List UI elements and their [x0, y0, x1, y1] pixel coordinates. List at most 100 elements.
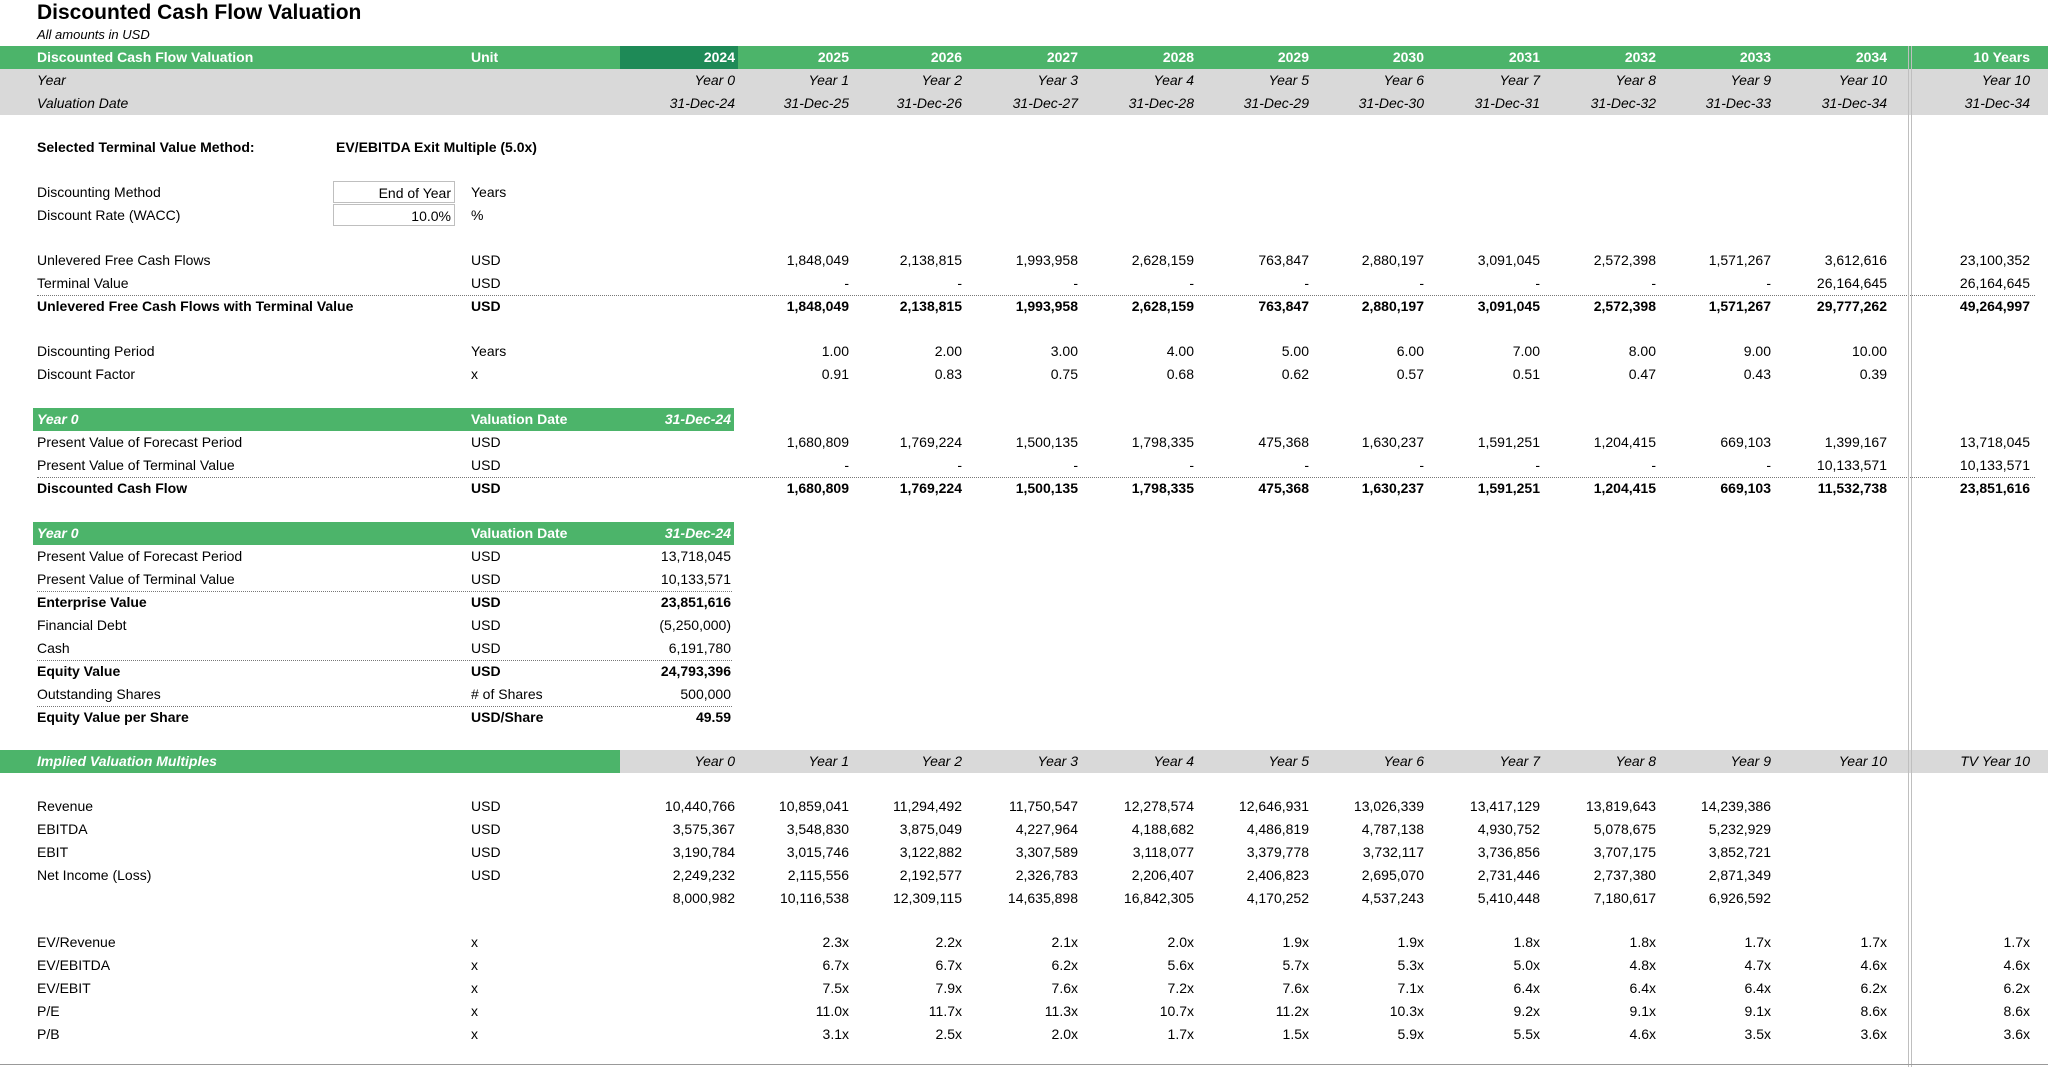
terminal-value-row-value[interactable]: - [1419, 275, 1424, 291]
ratio-row-label[interactable]: P/B [37, 1026, 60, 1042]
equity-row-value[interactable]: 500,000 [680, 686, 731, 702]
financials-value[interactable]: 7,180,617 [1593, 890, 1656, 906]
date-cell[interactable]: 31-Dec-28 [1128, 95, 1194, 111]
multiples-header-year[interactable]: Year 10 [1838, 753, 1887, 769]
multiples-header-year[interactable]: Year 4 [1153, 753, 1194, 769]
equity-row-label[interactable]: Present Value of Forecast Period [37, 548, 243, 564]
pv-forecast-row-value[interactable]: 1,500,135 [1015, 434, 1078, 450]
date-cell[interactable]: 31-Dec-26 [896, 95, 962, 111]
equity-row-value[interactable]: 24,793,396 [660, 663, 731, 679]
ratio-row-unit[interactable]: x [471, 957, 478, 973]
unlevered-fcf-row-value[interactable]: 1,848,049 [786, 252, 849, 268]
ratio-value[interactable]: 1.8x [1513, 934, 1540, 950]
discounting-period-row-value[interactable]: 5.00 [1281, 343, 1309, 359]
year-cell[interactable]: Year 9 [1730, 72, 1771, 88]
financials-row-label[interactable]: EBIT [37, 844, 69, 860]
pv-forecast-row-value[interactable]: 1,798,335 [1131, 434, 1194, 450]
equity-row-value[interactable]: 13,718,045 [660, 548, 731, 564]
year-cell[interactable]: Year 1 [808, 72, 849, 88]
date-row-label[interactable]: Valuation Date [37, 95, 129, 111]
financials-value[interactable]: 4,537,243 [1361, 890, 1424, 906]
pv-terminal-row-value[interactable]: - [1651, 457, 1656, 473]
dcf-row-total[interactable]: 23,851,616 [1959, 480, 2030, 496]
discounting-period-row-value[interactable]: 1.00 [821, 343, 849, 359]
financials-value[interactable]: 11,750,547 [1008, 798, 1078, 814]
pv-forecast-row-value[interactable]: 1,399,167 [1824, 434, 1887, 450]
multiples-header-year[interactable]: Year 0 [694, 753, 735, 769]
financials-value[interactable]: 12,309,115 [892, 890, 962, 906]
header-year[interactable]: 2028 [1162, 49, 1194, 65]
fcf-with-tv-row-value[interactable]: 2,628,159 [1131, 298, 1194, 314]
equity-row-value[interactable]: (5,250,000) [659, 617, 731, 633]
dcf-row-value[interactable]: 1,630,237 [1361, 480, 1424, 496]
ratio-value[interactable]: 7.6x [1282, 980, 1309, 996]
discounting-period-row-value[interactable]: 4.00 [1166, 343, 1194, 359]
ratio-value[interactable]: 1.8x [1629, 934, 1656, 950]
ratio-value[interactable]: 2.2x [935, 934, 962, 950]
header-year[interactable]: 2027 [1046, 49, 1078, 65]
ratio-value[interactable]: 7.1x [1397, 980, 1424, 996]
dcf-row-value[interactable]: 1,798,335 [1131, 480, 1194, 496]
dcf-row-value[interactable]: 1,680,809 [786, 480, 849, 496]
terminal-method-label[interactable]: Selected Terminal Value Method: [37, 139, 255, 155]
fcf-with-tv-row-value[interactable]: 3,091,045 [1477, 298, 1540, 314]
ratio-value[interactable]: 11.2x [1275, 1003, 1309, 1019]
financials-value[interactable]: 8,000,982 [672, 890, 735, 906]
fcf-with-tv-row-value[interactable]: 2,880,197 [1361, 298, 1424, 314]
financials-row-unit[interactable]: USD [471, 867, 501, 883]
pv-forecast-row-value[interactable]: 669,103 [1720, 434, 1771, 450]
pv-terminal-row-value[interactable]: - [957, 457, 962, 473]
pv-forecast-row-value[interactable]: 1,769,224 [899, 434, 962, 450]
discount-factor-row-label[interactable]: Discount Factor [37, 366, 136, 382]
header-year[interactable]: 2034 [1855, 49, 1887, 65]
date-total[interactable]: 31-Dec-34 [1964, 95, 2030, 111]
financials-value[interactable]: 4,787,138 [1361, 821, 1424, 837]
ratio-value[interactable]: 1.7x [1167, 1026, 1194, 1042]
fcf-with-tv-row-unit[interactable]: USD [471, 298, 501, 314]
financials-value[interactable]: 13,819,643 [1585, 798, 1656, 814]
multiples-header-year[interactable]: Year 9 [1730, 753, 1771, 769]
header-year[interactable]: 2033 [1739, 49, 1771, 65]
multiples-header-year[interactable]: Year 2 [921, 753, 962, 769]
discounting-period-row-label[interactable]: Discounting Period [37, 343, 155, 359]
ratio-row-label[interactable]: EV/Revenue [37, 934, 116, 950]
unlevered-fcf-row-value[interactable]: 1,571,267 [1708, 252, 1771, 268]
financials-value[interactable]: 14,635,898 [1007, 890, 1078, 906]
discounting-period-row-value[interactable]: 10.00 [1851, 343, 1887, 359]
ratio-value[interactable]: 1.5x [1282, 1026, 1309, 1042]
ratio-value[interactable]: 2.0x [1167, 934, 1194, 950]
year-cell[interactable]: Year 5 [1268, 72, 1309, 88]
fcf-with-tv-row-value[interactable]: 2,138,815 [899, 298, 962, 314]
financials-row-label[interactable]: Revenue [37, 798, 94, 814]
ratio-value[interactable]: 5.5x [1513, 1026, 1540, 1042]
discount-factor-row-value[interactable]: 0.62 [1281, 366, 1309, 382]
discounting-method-unit[interactable]: Years [471, 184, 507, 200]
financials-value[interactable]: 14,239,386 [1700, 798, 1771, 814]
multiples-header-year[interactable]: Year 3 [1037, 753, 1078, 769]
pv-forecast-row-value[interactable]: 1,630,237 [1361, 434, 1424, 450]
ratio-value[interactable]: 4.7x [1744, 957, 1771, 973]
discounting-period-row-value[interactable]: 7.00 [1512, 343, 1540, 359]
ratio-row-unit[interactable]: x [471, 1003, 478, 1019]
financials-value[interactable]: 2,871,349 [1708, 867, 1771, 883]
fcf-with-tv-row-value[interactable]: 2,572,398 [1593, 298, 1656, 314]
ratio-value[interactable]: 2.5x [935, 1026, 962, 1042]
year-row-label[interactable]: Year [37, 72, 66, 88]
pv-header-value[interactable]: 31-Dec-24 [664, 411, 731, 427]
ratio-value[interactable]: 6.7x [935, 957, 962, 973]
ratio-value[interactable]: 9.1x [1744, 1003, 1771, 1019]
ratio-value[interactable]: 11.7x [928, 1003, 962, 1019]
ratio-value[interactable]: 5.6x [1167, 957, 1194, 973]
unlevered-fcf-row-value[interactable]: 2,628,159 [1131, 252, 1194, 268]
discount-factor-row-value[interactable]: 0.51 [1512, 366, 1540, 382]
ratio-row-label[interactable]: P/E [37, 1003, 60, 1019]
financials-value[interactable]: 4,486,819 [1246, 821, 1309, 837]
year-cell[interactable]: Year 2 [921, 72, 962, 88]
financials-value[interactable]: 10,116,538 [779, 890, 849, 906]
financials-value[interactable]: 4,930,752 [1477, 821, 1540, 837]
equity-row-unit[interactable]: USD [471, 571, 501, 587]
ratio-value[interactable]: 5.3x [1397, 957, 1424, 973]
unlevered-fcf-row-value[interactable]: 2,572,398 [1593, 252, 1656, 268]
financials-value[interactable]: 3,190,784 [672, 844, 735, 860]
fcf-with-tv-row-label[interactable]: Unlevered Free Cash Flows with Terminal … [37, 298, 354, 314]
